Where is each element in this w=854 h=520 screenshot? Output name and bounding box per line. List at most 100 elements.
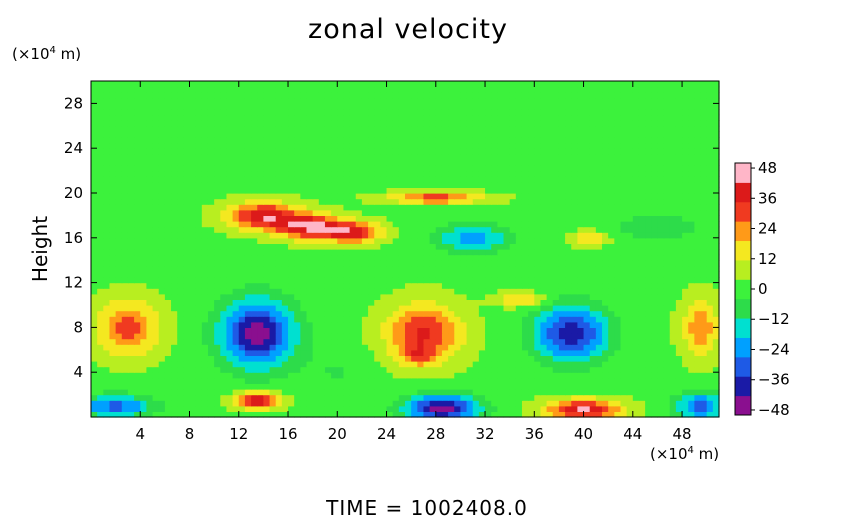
heatmap-cell — [207, 282, 215, 289]
heatmap-cell — [207, 277, 215, 284]
heatmap-cell — [651, 265, 659, 272]
heatmap-cell — [121, 254, 129, 261]
heatmap-cell — [497, 277, 505, 284]
heatmap-cell — [398, 349, 406, 356]
heatmap-cell — [195, 187, 203, 194]
heatmap-cell — [497, 372, 505, 379]
heatmap-cell — [97, 232, 104, 239]
heatmap-cell — [97, 215, 104, 222]
heatmap-cell — [675, 277, 683, 284]
heatmap-cell — [140, 254, 148, 261]
heatmap-cell — [503, 288, 511, 295]
heatmap-cell — [583, 142, 591, 149]
heatmap-cell — [700, 277, 708, 284]
heatmap-cell — [645, 165, 652, 172]
heatmap-cell — [534, 209, 542, 216]
heatmap-cell — [91, 159, 98, 166]
heatmap-cell — [91, 349, 98, 356]
heatmap-cell — [127, 204, 135, 211]
heatmap-cell — [620, 361, 628, 368]
heatmap-cell — [565, 288, 572, 295]
heatmap-cell — [528, 187, 535, 194]
heatmap-cell — [657, 148, 665, 155]
heatmap-cell — [220, 394, 228, 401]
heatmap-cell — [405, 299, 412, 306]
heatmap-cell — [251, 361, 258, 368]
heatmap-cell — [417, 198, 425, 205]
heatmap-cell — [288, 394, 295, 401]
heatmap-cell — [232, 310, 240, 317]
heatmap-cell — [146, 305, 154, 312]
heatmap-cell — [571, 316, 578, 323]
heatmap-cell — [238, 293, 246, 300]
heatmap-cell — [331, 142, 338, 149]
heatmap-cell — [232, 237, 240, 244]
heatmap-cell — [281, 204, 289, 211]
heatmap-cell — [423, 338, 431, 345]
heatmap-cell — [688, 372, 695, 379]
heatmap-cell — [651, 321, 659, 328]
heatmap-cell — [509, 193, 517, 200]
heatmap-cell — [528, 372, 535, 379]
heatmap-cell — [207, 333, 215, 340]
heatmap-cell — [417, 209, 425, 216]
heatmap-cell — [288, 310, 295, 317]
heatmap-cell — [485, 221, 492, 228]
heatmap-cell — [712, 159, 720, 166]
heatmap-cell — [675, 327, 683, 334]
heatmap-cell — [152, 288, 160, 295]
heatmap-cell — [712, 221, 720, 228]
heatmap-cell — [565, 366, 572, 373]
heatmap-cell — [380, 187, 388, 194]
heatmap-cell — [177, 153, 184, 160]
heatmap-cell — [651, 260, 659, 267]
heatmap-cell — [534, 305, 542, 312]
heatmap-cell — [417, 377, 425, 384]
heatmap-cell — [700, 383, 708, 390]
heatmap-cell — [275, 148, 283, 155]
heatmap-cell — [392, 249, 400, 256]
heatmap-cell — [423, 349, 431, 356]
heatmap-cell — [226, 142, 234, 149]
heatmap-cell — [115, 243, 123, 250]
heatmap-cell — [251, 349, 258, 356]
heatmap-cell — [620, 321, 628, 328]
heatmap-cell — [127, 243, 135, 250]
heatmap-cell — [201, 310, 209, 317]
heatmap-cell — [195, 176, 203, 183]
heatmap-cell — [220, 333, 228, 340]
heatmap-cell — [638, 260, 646, 267]
heatmap-cell — [318, 170, 326, 177]
heatmap-cell — [238, 181, 246, 188]
heatmap-cell — [626, 361, 634, 368]
heatmap-cell — [466, 383, 474, 390]
heatmap-cell — [220, 170, 228, 177]
heatmap-cell — [195, 355, 203, 362]
heatmap-cell — [589, 333, 597, 340]
heatmap-cell — [349, 299, 357, 306]
heatmap-cell — [608, 181, 615, 188]
heatmap-cell — [140, 165, 148, 172]
heatmap-cell — [645, 411, 652, 418]
heatmap-cell — [146, 361, 154, 368]
heatmap-cell — [195, 389, 203, 396]
heatmap-cell — [146, 293, 154, 300]
heatmap-cell — [177, 383, 184, 390]
heatmap-cell — [306, 221, 314, 228]
heatmap-cell — [152, 299, 160, 306]
heatmap-cell — [577, 204, 585, 211]
heatmap-cell — [540, 405, 548, 412]
heatmap-cell — [331, 338, 338, 345]
heatmap-cell — [134, 316, 141, 323]
heatmap-cell — [127, 265, 135, 272]
heatmap-cell — [306, 159, 314, 166]
heatmap-cell — [645, 299, 652, 306]
heatmap-cell — [349, 282, 357, 289]
heatmap-cell — [645, 327, 652, 334]
heatmap-cell — [682, 338, 689, 345]
heatmap-cell — [700, 394, 708, 401]
heatmap-cell — [152, 198, 160, 205]
heatmap-cell — [602, 333, 609, 340]
heatmap-cell — [435, 226, 443, 233]
heatmap-cell — [565, 338, 572, 345]
